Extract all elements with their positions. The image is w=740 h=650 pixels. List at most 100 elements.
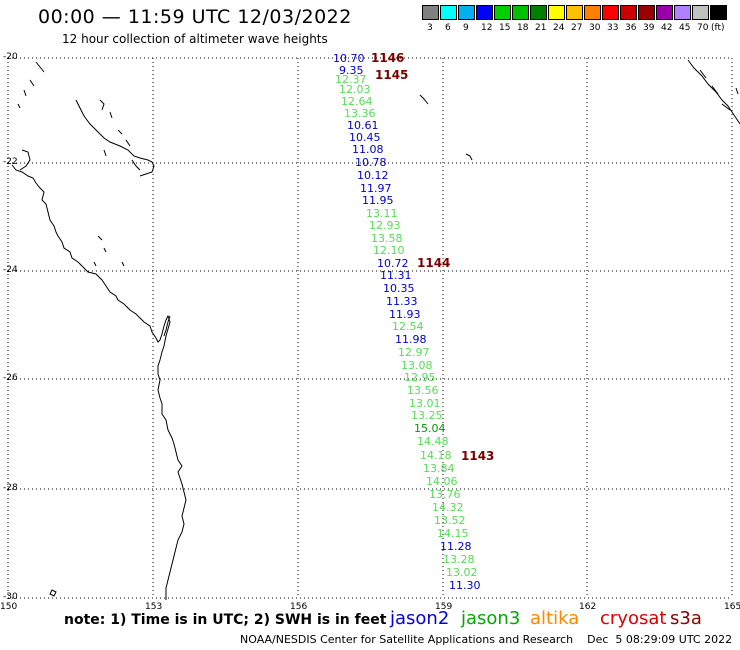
scale-label: 3	[427, 23, 433, 33]
wave-height-label: 12.95	[404, 371, 436, 384]
wave-height-label: 13.25	[411, 409, 443, 422]
scale-label: 15	[499, 23, 511, 33]
wave-height-label: 11.08	[352, 143, 384, 156]
scale-label: 9	[463, 23, 469, 33]
wave-height-label: 13.08	[401, 359, 433, 372]
coastline	[11, 59, 740, 600]
reef-islands	[17, 61, 125, 267]
wave-height-label: 13.52	[434, 514, 466, 527]
scale-label: 70	[697, 23, 709, 33]
wave-height-label: 13.56	[407, 384, 439, 397]
scale-swatch	[530, 5, 547, 20]
satellite-s3a: s3a	[670, 608, 702, 629]
wave-height-label: 11.30	[449, 579, 481, 592]
scale-swatch	[476, 5, 493, 20]
pass-number: 1146	[371, 51, 405, 65]
lon-label: 165	[724, 602, 740, 612]
scale-swatch	[494, 5, 511, 20]
pass-number: 1144	[417, 256, 451, 270]
satellite-jason3: jason3	[461, 608, 521, 629]
wave-height-label: 12.54	[392, 320, 424, 333]
scale-swatch	[656, 5, 673, 20]
scale-swatch	[512, 5, 529, 20]
wave-height-label: 12.97	[398, 346, 430, 359]
scale-label: (ft)	[711, 23, 725, 33]
pass-number: 1145	[375, 68, 409, 82]
lat-label: -30	[3, 592, 18, 602]
fraser-island	[163, 315, 171, 337]
wave-height-label: 13.36	[344, 107, 376, 120]
scale-label: 24	[553, 23, 565, 33]
australia-coastline	[11, 164, 187, 600]
satellite-altika: altika	[530, 608, 580, 629]
wave-height-label: 11.28	[440, 540, 472, 553]
scale-swatch	[548, 5, 565, 20]
wave-height-label: 11.31	[380, 269, 412, 282]
scale-swatch	[584, 5, 601, 20]
lat-label: -24	[3, 265, 18, 275]
scale-swatch	[602, 5, 619, 20]
cape-york-west-coast	[19, 149, 31, 171]
footer-note: note: 1) Time is in UTC; 2) SWH is in fe…	[64, 612, 387, 628]
map-title: 00:00 — 11:59 UTC 12/03/2022	[38, 6, 352, 28]
lat-label: -28	[3, 483, 18, 493]
wave-height-label: 14.06	[426, 475, 458, 488]
wave-height-label: 11.93	[389, 308, 421, 321]
wave-height-label: 10.35	[383, 282, 415, 295]
wave-height-label: 12.10	[373, 244, 405, 257]
scale-label: 30	[589, 23, 601, 33]
scale-label: 36	[625, 23, 637, 33]
scale-swatch	[458, 5, 475, 20]
lon-label: 153	[145, 602, 163, 612]
small-island-sw	[49, 589, 57, 597]
scale-swatch	[620, 5, 637, 20]
wave-height-label: 9.35	[339, 64, 364, 77]
lon-label: 159	[435, 602, 453, 612]
wave-height-label: 10.61	[347, 119, 379, 132]
wave-height-label: 13.28	[443, 553, 475, 566]
wave-height-label: 11.33	[386, 295, 418, 308]
torres-strait-islands	[99, 99, 141, 171]
wave-height-label: 11.98	[395, 333, 427, 346]
png-coast	[75, 99, 155, 177]
wave-height-label: 15.04	[414, 422, 446, 435]
scale-swatch	[692, 5, 709, 20]
satellite-cryosat: cryosat	[600, 608, 667, 629]
scale-swatch	[566, 5, 583, 20]
wave-height-label: 10.12	[357, 169, 389, 182]
lat-label: -26	[3, 373, 18, 383]
scale-swatch	[674, 5, 691, 20]
lon-label: 162	[579, 602, 597, 612]
wave-height-label: 11.95	[362, 194, 394, 207]
scale-label: 39	[643, 23, 655, 33]
new-caledonia-coast	[687, 59, 740, 125]
scale-label: 27	[571, 23, 583, 33]
wave-height-label: 13.84	[423, 462, 455, 475]
wave-height-label: 10.70	[333, 52, 365, 65]
scale-swatch	[710, 5, 727, 20]
wave-height-label: 12.64	[341, 95, 373, 108]
scale-label: 21	[535, 23, 547, 33]
scale-swatch	[638, 5, 655, 20]
pass-number: 1143	[461, 449, 495, 463]
wave-height-label: 10.78	[355, 156, 387, 169]
scale-label: 18	[517, 23, 529, 33]
lat-label: -20	[3, 52, 18, 62]
wave-height-label: 14.15	[437, 527, 469, 540]
wave-height-label: 14.18	[420, 449, 452, 462]
scale-swatch	[440, 5, 457, 20]
lat-lon-grid	[7, 57, 733, 599]
map-subtitle: 12 hour collection of altimeter wave hei…	[62, 32, 328, 46]
wave-height-label: 13.02	[446, 566, 478, 579]
satellite-jason2: jason2	[390, 608, 450, 629]
wave-height-label: 13.58	[371, 232, 403, 245]
lat-label: -22	[3, 157, 18, 167]
wave-height-label: 13.11	[366, 207, 398, 220]
scale-label: 45	[679, 23, 691, 33]
credit-line: NOAA/NESDIS Center for Satellite Applica…	[240, 633, 733, 646]
wave-height-label: 11.97	[360, 182, 392, 195]
scale-label: 12	[481, 23, 493, 33]
wave-height-label: 12.03	[339, 83, 371, 96]
wave-height-label: 13.01	[409, 397, 441, 410]
